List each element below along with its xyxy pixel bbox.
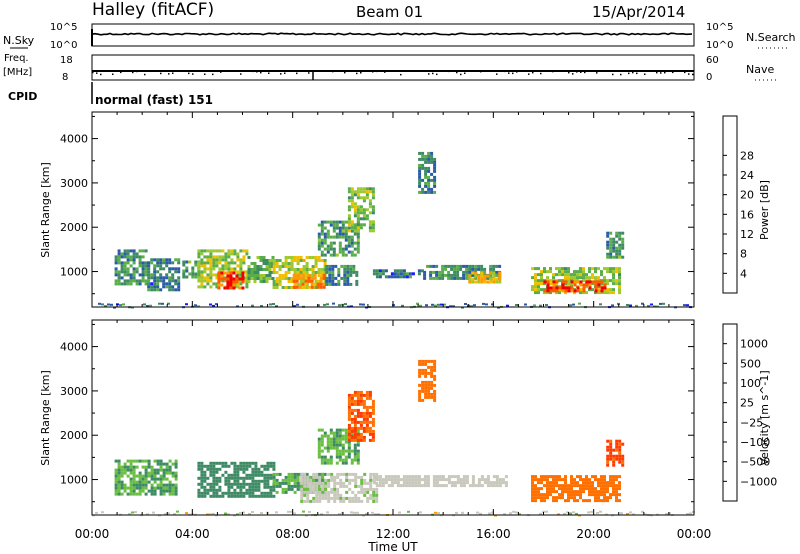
nsearch-tick-low: 10^0 — [706, 40, 733, 51]
power-echo-region — [468, 271, 502, 284]
nsky-tick-high: 10^5 — [50, 22, 77, 33]
vel-colorbar-tick-label: 100 — [740, 377, 761, 390]
nave-tick-high: 60 — [706, 55, 719, 66]
nsearch-label: N.Search — [746, 31, 796, 44]
power-y-tick-label: 4000 — [60, 133, 88, 146]
vel-echo-region — [347, 390, 375, 442]
power-echo-region — [217, 271, 245, 290]
power-colorbar-tick-label: 24 — [740, 169, 754, 182]
nsky-label: N.Sky — [3, 34, 35, 47]
nave-tick-low: 0 — [706, 72, 712, 83]
vel-colorbar-tick-label: −500 — [740, 456, 770, 469]
beam-label: Beam 01 — [356, 3, 423, 21]
power-echo-region — [247, 256, 275, 283]
power-y-tick-label: 3000 — [60, 177, 88, 190]
nsky-trace — [91, 32, 693, 36]
nave-dots — [92, 70, 694, 76]
velocity-data — [92, 359, 695, 517]
freq-unit-label: [MHz] — [3, 67, 32, 78]
x-axis-label: Time UT — [367, 540, 418, 554]
vel-echo-region — [114, 459, 178, 496]
time-tick-label: 00:00 — [75, 527, 110, 541]
time-tick-label: 20:00 — [576, 527, 611, 541]
cpid-label: CPID — [8, 90, 37, 103]
vel-y-tick-label: 2000 — [60, 429, 88, 442]
vel-echo-region — [317, 428, 360, 465]
freq-panel: Freq. [MHz] 18 8 60 0 Nave — [3, 53, 778, 83]
freq-tick-low: 8 — [62, 72, 68, 83]
power-near-range-echoes — [98, 302, 692, 309]
power-ylabel: Slant Range [km] — [39, 162, 52, 258]
freq-label: Freq. — [4, 53, 29, 64]
vel-echo-region — [531, 475, 621, 503]
power-echo-region — [543, 280, 607, 293]
vel-colorbar-tick-label: 1000 — [740, 338, 768, 351]
velocity-ylabel: Slant Range [km] — [39, 370, 52, 466]
velocity-colorbar: 1000 500 100 25 −25 −100 −500 −1000 — [722, 323, 777, 502]
vel-echo-region — [197, 461, 276, 498]
power-echo-region — [418, 151, 437, 194]
freq-tick-high: 18 — [60, 55, 73, 66]
cpid-value: normal (fast) 151 — [95, 93, 213, 107]
date-label: 15/Apr/2014 — [592, 3, 685, 21]
vel-echo-region — [372, 475, 508, 488]
time-axis: 00:00 04:00 08:00 12:00 16:00 20:00 00:00 — [75, 527, 712, 541]
power-echo-region — [372, 269, 424, 279]
power-colorbar: 4 8 12 16 20 24 28 — [722, 115, 754, 294]
power-y-tick-label: 2000 — [60, 221, 88, 234]
time-tick-label: 04:00 — [175, 527, 210, 541]
vel-colorbar-tick-label: −1000 — [740, 475, 777, 488]
time-tick-label: 16:00 — [476, 527, 511, 541]
station-title: Halley (fitACF) — [92, 0, 214, 20]
power-colorbar-tick-label: 12 — [740, 228, 754, 241]
power-y-tick-label: 1000 — [60, 266, 88, 279]
power-echo-region — [317, 220, 360, 257]
nsearch-tick-high: 10^5 — [706, 22, 733, 33]
power-echo-region — [147, 258, 181, 292]
power-colorbar-tick-label: 8 — [740, 248, 747, 261]
vel-colorbar-tick-label: 25 — [740, 397, 754, 410]
power-echo-region — [292, 273, 326, 289]
vel-y-tick-label: 3000 — [60, 385, 88, 398]
vel-y-tick-label: 1000 — [60, 474, 88, 487]
vel-y-tick-label: 4000 — [60, 341, 88, 354]
vel-echo-region — [418, 359, 437, 402]
velocity-panel: 1000 2000 3000 4000 Slant Range [km] — [39, 319, 695, 517]
vel-colorbar-tick-label: −25 — [740, 416, 763, 429]
power-echo-region — [347, 187, 375, 233]
nsky-panel: N.Sky 10^5 10^0 10^5 10^0 N.Search — [3, 22, 796, 51]
power-colorbar-tick-label: 28 — [740, 149, 754, 162]
vel-echo-region — [606, 439, 625, 467]
power-colorbar-tick-label: 20 — [740, 189, 754, 202]
time-tick-label: 00:00 — [677, 527, 712, 541]
power-echo-region — [423, 264, 502, 280]
power-echo-region — [197, 249, 249, 289]
velocity-colorbar-label: Velocity [m s^-1] — [758, 370, 771, 465]
time-tick-label: 08:00 — [275, 527, 310, 541]
time-tick-label: 12:00 — [376, 527, 411, 541]
power-echo-region — [114, 249, 148, 286]
vel-colorbar-tick-label: 500 — [740, 357, 761, 370]
power-panel: 1000 2000 3000 4000 Slant Range [km] — [39, 111, 695, 309]
nave-label: Nave — [746, 63, 774, 76]
power-colorbar-tick-label: 16 — [740, 208, 754, 221]
power-data — [98, 151, 692, 309]
nsky-tick-low: 10^0 — [50, 40, 77, 51]
vel-colorbar-tick-label: −100 — [740, 436, 770, 449]
power-echo-region — [325, 264, 359, 286]
power-colorbar-label: Power [dB] — [758, 180, 771, 240]
power-echo-region — [606, 231, 625, 259]
vel-echo-region — [300, 472, 379, 503]
power-colorbar-tick-label: 4 — [740, 267, 747, 280]
